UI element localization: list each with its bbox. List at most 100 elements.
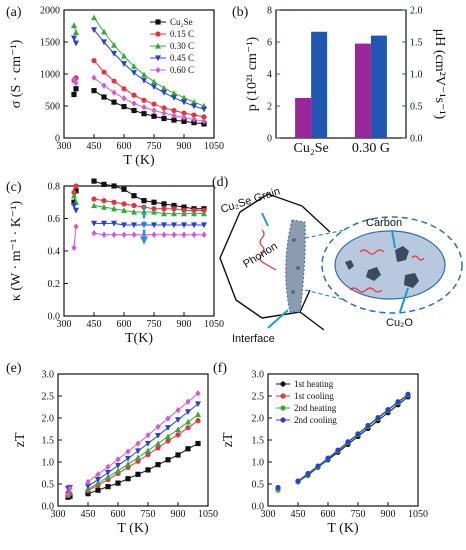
grain-arrow <box>261 212 269 227</box>
data-point <box>275 484 281 491</box>
y-tick-label: 0.8 <box>48 182 61 193</box>
x-tick-label: 1050 <box>204 141 224 152</box>
data-point <box>165 433 171 440</box>
y-axis-label: σ (S · cm⁻¹) <box>9 39 24 108</box>
data-point <box>141 111 147 117</box>
y-tick-label: 2000 <box>40 6 60 17</box>
data-point <box>151 78 157 85</box>
data-point <box>111 220 117 227</box>
data-point <box>91 220 97 227</box>
data-point <box>181 231 187 238</box>
data-point <box>165 415 171 422</box>
data-point <box>185 398 191 405</box>
data-point <box>171 95 177 101</box>
plot-frame <box>57 373 209 507</box>
zoom-connector <box>304 289 346 301</box>
data-point <box>365 422 371 429</box>
legend-label: 2nd heating <box>294 403 337 413</box>
panel-label-b: (b) <box>232 5 249 20</box>
y-tick-label: 3.0 <box>42 370 55 381</box>
data-point <box>91 14 97 21</box>
x-tick-label: 750 <box>147 319 162 330</box>
x-tick-label: 750 <box>351 509 366 520</box>
y-tick-label: 0.4 <box>48 247 61 258</box>
data-point <box>181 110 187 116</box>
data-point <box>171 117 177 123</box>
data-point <box>131 100 137 107</box>
data-point <box>171 231 177 238</box>
data-point <box>171 210 177 217</box>
y-tick-label: 0.0 <box>48 312 61 323</box>
data-point <box>131 231 137 238</box>
data-point <box>131 70 137 76</box>
legend-label: 0.60 C <box>170 65 194 75</box>
data-point <box>145 451 151 458</box>
data-point <box>405 391 411 397</box>
y-tick-label: 1500 <box>40 38 60 49</box>
grain-boundary <box>299 289 311 313</box>
data-point <box>121 222 127 229</box>
series-3 <box>275 391 411 491</box>
data-point <box>195 418 201 424</box>
legend-label: 0.30 C <box>170 41 194 51</box>
diagram-d-microstructure: Cu₂Se Grain Phonon Interface Carbon Cu₂O <box>219 185 463 345</box>
x-tick-label: 450 <box>87 141 102 152</box>
data-point <box>191 210 197 217</box>
legend-marker <box>155 55 161 62</box>
x-tick-label: 600 <box>321 509 336 520</box>
y-tick-label-right: 1.0 <box>410 70 423 81</box>
y-tick-label: 0.2 <box>48 279 61 290</box>
series-line <box>93 205 204 215</box>
x-tick-label: 300 <box>261 509 276 520</box>
series-line <box>94 222 204 226</box>
data-point <box>105 484 111 490</box>
interface-label: Interface <box>232 333 275 345</box>
y-tick-label-left: 0 <box>267 134 272 145</box>
phonon-wave <box>259 229 277 271</box>
x-axis-label: T(K) <box>125 331 153 346</box>
bar-p <box>295 98 312 138</box>
y-tick-label: 3.0 <box>252 370 265 381</box>
y-tick-label-left: 4 <box>267 70 272 81</box>
data-point <box>71 75 77 83</box>
y-axis-label-right: μH (cm²V⁻¹s⁻¹) <box>432 29 447 120</box>
data-point <box>175 452 181 458</box>
data-point <box>151 113 157 119</box>
x-tick-label: 300 <box>51 509 66 520</box>
data-point <box>141 104 147 111</box>
data-point <box>131 63 137 69</box>
data-point <box>165 457 171 463</box>
chart-c-thermal-conductivity: 300 450 600 750 900 1050 0.0 0.2 0.4 0.6 0.8 T(K) κ … <box>9 178 224 346</box>
data-point <box>73 29 79 35</box>
data-point <box>151 107 157 114</box>
data-point <box>111 183 117 189</box>
y-tick-label-right: 2.0 <box>410 6 423 17</box>
data-point <box>141 71 147 78</box>
data-point <box>161 222 167 229</box>
data-point <box>165 425 171 431</box>
y-tick-label: 0.0 <box>42 502 55 513</box>
x-tick-label: 300 <box>57 319 72 330</box>
series-0 <box>71 86 207 127</box>
data-point <box>151 206 157 212</box>
phonon-wave <box>411 255 425 261</box>
data-point <box>135 454 141 461</box>
data-point <box>175 426 181 433</box>
legend-marker <box>155 42 161 49</box>
data-point <box>125 461 131 467</box>
data-point <box>91 202 97 209</box>
data-point <box>121 52 127 59</box>
data-point <box>161 201 167 207</box>
data-point <box>101 39 107 46</box>
x-tick-label: 450 <box>87 319 102 330</box>
legend-label: 1st cooling <box>294 391 334 401</box>
data-point <box>185 425 191 431</box>
data-point <box>151 222 157 229</box>
x-tick-label: 600 <box>117 319 132 330</box>
phonon-wave <box>359 249 385 255</box>
data-point <box>145 447 151 454</box>
data-point <box>73 79 79 87</box>
data-point <box>91 178 97 184</box>
data-point <box>165 438 171 444</box>
y-tick-label: 1.0 <box>42 458 55 469</box>
